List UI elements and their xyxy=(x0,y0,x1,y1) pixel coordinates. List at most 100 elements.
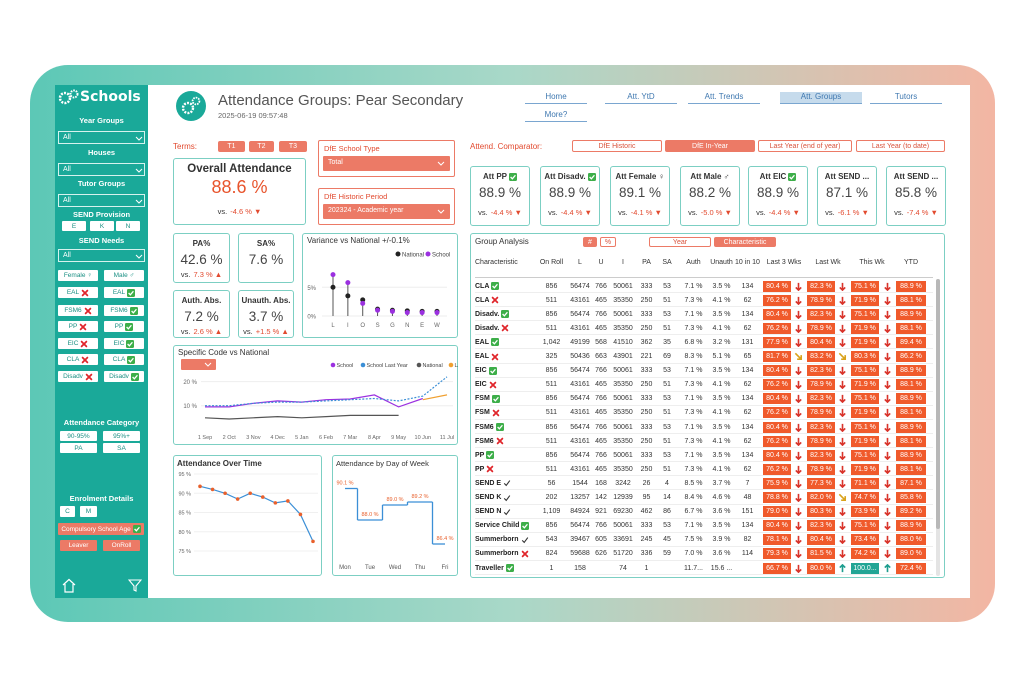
filter-button[interactable]: N xyxy=(116,221,140,231)
category-button[interactable]: 95%+ xyxy=(103,431,140,441)
table-cell: 53 xyxy=(663,395,671,403)
table-cell: 81.5 % xyxy=(807,548,835,560)
table-cell: 75.1 % xyxy=(851,365,879,377)
mode-button[interactable]: % xyxy=(600,237,616,247)
table-cell: 71.9 % xyxy=(851,379,879,391)
status-button[interactable]: Leaver xyxy=(60,540,97,551)
comparator-button[interactable]: DfE Historic xyxy=(572,140,662,152)
toggle-button[interactable]: EAL xyxy=(58,287,98,298)
filter-button[interactable]: K xyxy=(90,221,114,231)
category-button[interactable]: 90-95% xyxy=(60,431,97,441)
arrow-shape xyxy=(839,310,846,319)
filter-dropdown[interactable]: All xyxy=(58,249,145,262)
table-cell: 35350 xyxy=(613,296,633,304)
toggle-button[interactable]: PP xyxy=(104,321,144,332)
toggle-button[interactable]: Male ♂ xyxy=(104,270,144,281)
term-button[interactable]: T3 xyxy=(279,141,307,152)
comparator-button[interactable]: Last Year (end of year) xyxy=(758,140,852,152)
column-header: Unauth xyxy=(710,258,733,266)
comparator-button[interactable]: Last Year (to date) xyxy=(856,140,945,152)
label-text: Compulsory School Age xyxy=(61,525,131,533)
toggle-button[interactable]: EIC xyxy=(104,338,144,349)
nav-tab[interactable]: Tutors xyxy=(870,92,942,104)
icon-check xyxy=(133,526,140,532)
term-button[interactable]: T1 xyxy=(218,141,245,152)
kpi-vs: vs. xyxy=(180,327,191,336)
trend-arrow xyxy=(795,296,802,305)
mode-button[interactable]: # xyxy=(583,237,597,247)
terms-label: Terms: xyxy=(173,142,197,151)
status-icon xyxy=(126,339,135,348)
status-icon xyxy=(491,282,500,291)
kpi-compare: vs. 2.6 % ▲ xyxy=(174,327,229,336)
toggle-button[interactable]: PP xyxy=(58,321,98,332)
slicer-dropdown[interactable]: Total xyxy=(323,156,450,171)
compulsory-button[interactable]: Compulsory School Age xyxy=(58,523,144,535)
filter-label: Tutor Groups xyxy=(77,179,126,188)
view-button[interactable]: Characteristic xyxy=(714,237,776,247)
slicer-dropdown[interactable]: 202324 - Academic year xyxy=(323,204,450,219)
nav-tab[interactable]: Att. Groups xyxy=(780,92,862,104)
arrow-shape xyxy=(839,381,846,390)
term-button[interactable]: T2 xyxy=(249,141,274,152)
table-cell: 100.0... xyxy=(851,562,879,574)
toggle-button[interactable]: FSM6 xyxy=(104,305,144,316)
nav-tab[interactable]: Home xyxy=(525,92,587,104)
table-cell: 53 xyxy=(663,423,671,431)
kpi-value: 87.1 % xyxy=(825,185,869,200)
enrolment-button[interactable]: C xyxy=(60,506,75,517)
status-icon xyxy=(504,494,511,501)
filter-dropdown[interactable]: All xyxy=(58,194,145,207)
status-button[interactable]: OnRoll xyxy=(103,540,140,551)
gear xyxy=(191,96,201,106)
icon-cross xyxy=(489,381,496,389)
filter-dropdown[interactable]: All xyxy=(58,163,145,176)
table-cell: 78.9 % xyxy=(807,435,835,447)
arrow-shape xyxy=(795,564,802,573)
table-cell: 75.1 % xyxy=(851,421,879,433)
kpi-title: Unauth. Abs. xyxy=(239,296,293,305)
toggle-button[interactable]: FSM6 xyxy=(58,305,98,316)
trend-arrow xyxy=(795,381,802,390)
x-tick-label: N xyxy=(405,323,409,329)
nav-tab[interactable]: More? xyxy=(525,110,587,122)
toggle-button[interactable]: EAL xyxy=(104,287,144,298)
table-row: PP 511 43161 465 35350 250 51 7.3 % 4.1 % 62 76.2 … xyxy=(475,462,933,477)
trend-arrow xyxy=(795,409,802,418)
comparator-button[interactable]: DfE In-Year xyxy=(665,140,755,152)
filter-dropdown[interactable]: All xyxy=(58,131,145,144)
kpi-compare: vs. 7.3 % ▲ xyxy=(174,270,229,279)
kpi-value: 89.1 % xyxy=(618,185,662,200)
toggle-button[interactable]: CLA xyxy=(104,354,144,365)
status-icon xyxy=(788,172,797,181)
view-button[interactable]: Year xyxy=(649,237,711,247)
toggle-button[interactable]: Disadv xyxy=(104,371,144,382)
category-button[interactable]: SA xyxy=(103,443,140,453)
point xyxy=(298,512,303,517)
table-row: EIC 856 56474 766 50061 333 53 7.1 % 3.5 % 134 80.… xyxy=(475,364,933,378)
toggle-button[interactable]: Female ♀ xyxy=(58,270,98,281)
table-cell: 325 xyxy=(545,353,558,361)
trend-arrow xyxy=(839,395,846,404)
legend-label: School xyxy=(337,363,354,369)
toggle-button[interactable]: CLA xyxy=(58,354,98,365)
trend-arrow xyxy=(839,338,846,347)
kpi-compare: vs. -5.0 % ▼ xyxy=(681,208,739,217)
filter-button[interactable]: E xyxy=(62,221,86,231)
arrow-shape xyxy=(839,465,846,474)
table-cell: 76.2 % xyxy=(763,379,791,391)
table-cell: 56474 xyxy=(570,282,590,290)
toggle-button[interactable]: EIC xyxy=(58,338,98,349)
kpi-value: 88.2 % xyxy=(688,185,732,200)
table-cell: 56 xyxy=(547,479,556,487)
nav-tab[interactable]: Att. YtD xyxy=(605,92,677,104)
category-button[interactable]: PA xyxy=(60,443,97,453)
kpi-delta: +1.5 % ▲ xyxy=(255,327,289,336)
trend-arrow xyxy=(884,563,891,572)
nav-tab[interactable]: Att. Trends xyxy=(688,92,760,104)
toggle-button[interactable]: Disadv xyxy=(58,371,98,382)
enrolment-button[interactable]: M xyxy=(80,506,97,517)
trend-arrow xyxy=(884,282,891,291)
code-selector[interactable] xyxy=(181,359,216,370)
icon-cross xyxy=(85,373,93,380)
